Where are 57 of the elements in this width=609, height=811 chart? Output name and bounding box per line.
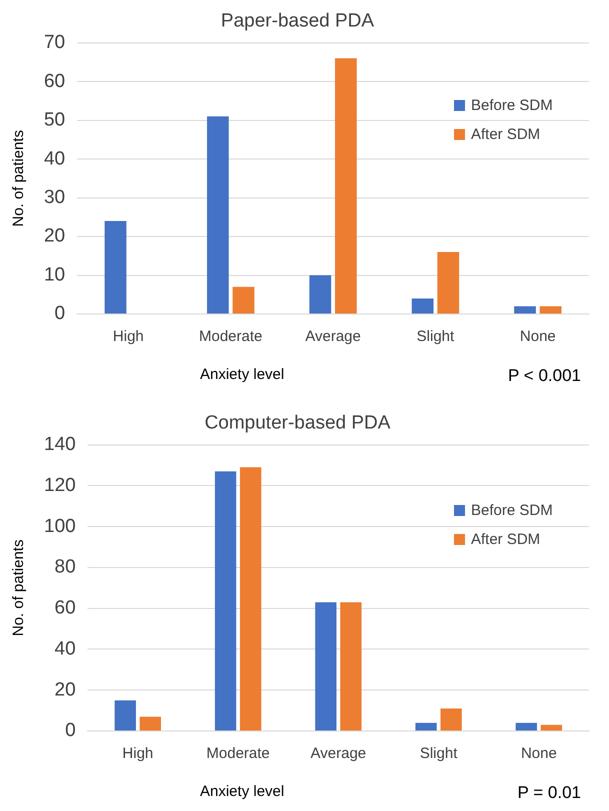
legend-label: After SDM [471, 126, 540, 144]
y-tick-label: 60 [54, 598, 76, 619]
y-tick-label: 10 [44, 264, 66, 286]
bar [104, 221, 126, 314]
bar [516, 722, 537, 730]
x-tick-label: Moderate [206, 745, 270, 762]
bar [334, 58, 357, 314]
y-tick-label: 40 [44, 148, 66, 170]
bar [140, 716, 162, 730]
bar [540, 724, 562, 730]
x-tick-label: None [520, 745, 557, 762]
x-tick-label: Slight [420, 745, 458, 762]
x-tick-label: Slight [416, 328, 456, 346]
x-tick-label: High [112, 328, 144, 346]
text: P < 0.001 [508, 366, 581, 386]
bar [214, 471, 236, 730]
bar [232, 286, 254, 314]
y-axis-title: No. of patients [10, 540, 28, 636]
y-tick-label: 20 [54, 679, 76, 700]
chart-title: Computer-based PDA [204, 412, 391, 434]
bar [309, 275, 332, 314]
x-tick-label: Moderate [199, 328, 262, 346]
y-axis-title: No. of patients [10, 130, 28, 227]
legend-label: Before SDM [471, 502, 553, 520]
y-tick-label: 140 [44, 434, 76, 456]
bar [514, 306, 536, 314]
x-tick-label: High [122, 745, 154, 762]
bar [412, 298, 434, 314]
x-tick-label: Average [310, 745, 366, 762]
y-tick-label: 20 [44, 226, 66, 247]
x-axis-title: Anxiety level [200, 366, 284, 383]
y-tick-label: 50 [44, 110, 66, 131]
bar [340, 602, 362, 730]
y-tick-label: 70 [44, 32, 66, 54]
y-tick-label: 0 [65, 720, 76, 742]
bar [240, 467, 262, 730]
bar [207, 116, 229, 314]
y-tick-label: 30 [44, 187, 66, 208]
bar [415, 722, 437, 730]
x-axis-title: Anxiety level [200, 783, 284, 800]
y-tick-label: 0 [54, 303, 66, 324]
bar [114, 700, 136, 730]
y-tick-label: 120 [44, 474, 76, 496]
bar [440, 708, 462, 730]
legend-label: After SDM [471, 531, 540, 548]
y-tick-label: 80 [54, 556, 76, 578]
bar [315, 602, 336, 730]
bar [540, 306, 562, 314]
y-tick-label: 40 [54, 638, 76, 660]
y-tick-label: 100 [44, 516, 76, 537]
x-tick-label: Average [305, 328, 361, 346]
legend-label: Before SDM [471, 97, 553, 114]
x-tick-label: None [520, 328, 556, 346]
chart-title: Paper-based PDA [220, 10, 374, 32]
y-tick-label: 60 [44, 70, 66, 92]
bar [437, 252, 460, 314]
text: P = 0.01 [518, 783, 581, 803]
